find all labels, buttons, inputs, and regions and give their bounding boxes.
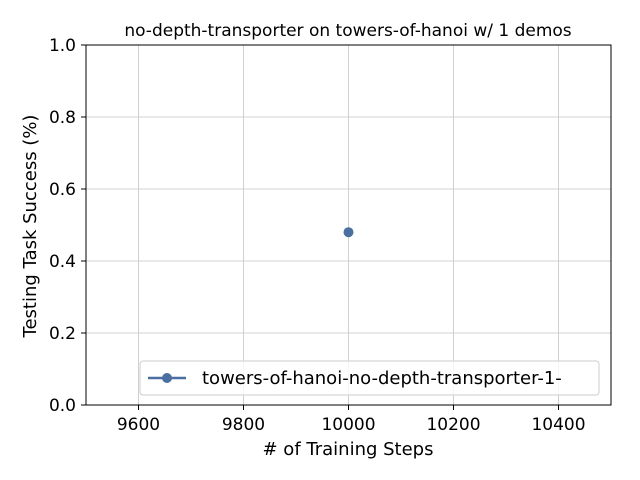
- x-tick-label: 10200: [426, 415, 480, 435]
- x-axis-label: # of Training Steps: [263, 439, 434, 460]
- legend: towers-of-hanoi-no-depth-transporter-1-: [139, 360, 600, 396]
- legend-marker-swatch: [162, 373, 172, 383]
- y-tick-label: 0.8: [49, 108, 76, 128]
- y-tick-label: 0.4: [49, 252, 76, 272]
- tick-labels: 9600 9800 10000 10200 10400 0.0 0.2 0.4 0.6 0.8 1.…: [49, 36, 586, 435]
- data-point: [343, 227, 354, 238]
- x-tick-label: 9800: [222, 415, 265, 435]
- y-axis-label: Testing Task Success (%): [20, 115, 41, 339]
- x-tick-label: 10000: [321, 415, 375, 435]
- y-tick-label: 0.0: [49, 396, 76, 416]
- y-tick-label: 0.2: [49, 324, 76, 344]
- y-tick-label: 1.0: [49, 36, 76, 56]
- legend-label: towers-of-hanoi-no-depth-transporter-1-: [202, 368, 562, 389]
- x-tick-label: 9600: [117, 415, 160, 435]
- y-tick-label: 0.6: [49, 180, 76, 200]
- chart-title: no-depth-transporter on towers-of-hanoi …: [124, 21, 571, 41]
- series: [343, 227, 354, 238]
- x-tick-label: 10400: [531, 415, 585, 435]
- axes: [81, 44, 612, 410]
- legend-box: [139, 360, 600, 396]
